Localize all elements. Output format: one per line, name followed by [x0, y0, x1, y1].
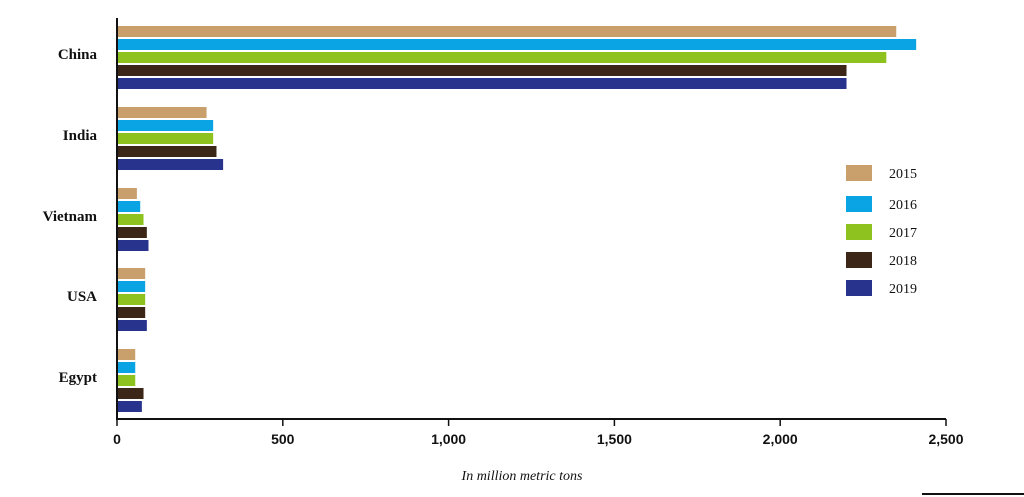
bar-vietnam-2019	[117, 240, 149, 251]
x-axis-ticks: 0 500 1,000 1,500 2,000 2,500	[113, 419, 964, 447]
bar-india-2015	[117, 107, 207, 118]
bar-india-2017	[117, 133, 214, 144]
legend-label-2019: 2019	[889, 282, 917, 297]
x-tick-label: 1,000	[431, 431, 466, 447]
bar-egypt-2015	[117, 349, 136, 360]
bar-usa-2017	[117, 294, 146, 305]
bar-usa-2018	[117, 307, 146, 318]
legend: 2015 2016 2017 2018 2019	[846, 165, 917, 297]
legend-swatch-2016	[846, 196, 872, 212]
category-label-india: India	[63, 128, 98, 144]
legend-label-2018: 2018	[889, 254, 917, 269]
legend-swatch-2019	[846, 280, 872, 296]
bar-vietnam-2015	[117, 188, 137, 199]
x-axis-title: In million metric tons	[461, 469, 583, 484]
bar-india-2016	[117, 120, 214, 131]
bar-china-2015	[117, 26, 897, 37]
legend-label-2016: 2016	[889, 198, 917, 213]
category-label-egypt: Egypt	[59, 370, 97, 386]
x-tick-label: 1,500	[597, 431, 632, 447]
x-tick-label: 0	[113, 431, 121, 447]
bar-india-2018	[117, 146, 217, 157]
legend-swatch-2015	[846, 165, 872, 181]
bar-china-2019	[117, 78, 847, 89]
bar-china-2016	[117, 39, 917, 50]
bar-vietnam-2017	[117, 214, 144, 225]
x-tick-label: 2,500	[928, 431, 963, 447]
bar-usa-2015	[117, 268, 146, 279]
bars-group	[117, 26, 917, 412]
bar-usa-2019	[117, 320, 147, 331]
category-label-usa: USA	[67, 289, 97, 305]
bar-vietnam-2016	[117, 201, 141, 212]
category-labels: China India Vietnam USA Egypt	[43, 47, 98, 386]
legend-swatch-2017	[846, 224, 872, 240]
bar-usa-2016	[117, 281, 146, 292]
bar-egypt-2019	[117, 401, 142, 412]
bar-india-2019	[117, 159, 224, 170]
bar-egypt-2016	[117, 362, 136, 373]
x-tick-label: 500	[271, 431, 295, 447]
category-label-china: China	[58, 47, 98, 63]
bar-egypt-2017	[117, 375, 136, 386]
legend-label-2015: 2015	[889, 167, 917, 182]
legend-label-2017: 2017	[889, 226, 917, 241]
x-tick-label: 2,000	[763, 431, 798, 447]
bar-china-2018	[117, 65, 847, 76]
legend-swatch-2018	[846, 252, 872, 268]
bar-china-2017	[117, 52, 887, 63]
bar-egypt-2018	[117, 388, 144, 399]
category-label-vietnam: Vietnam	[43, 209, 98, 225]
bar-vietnam-2018	[117, 227, 147, 238]
